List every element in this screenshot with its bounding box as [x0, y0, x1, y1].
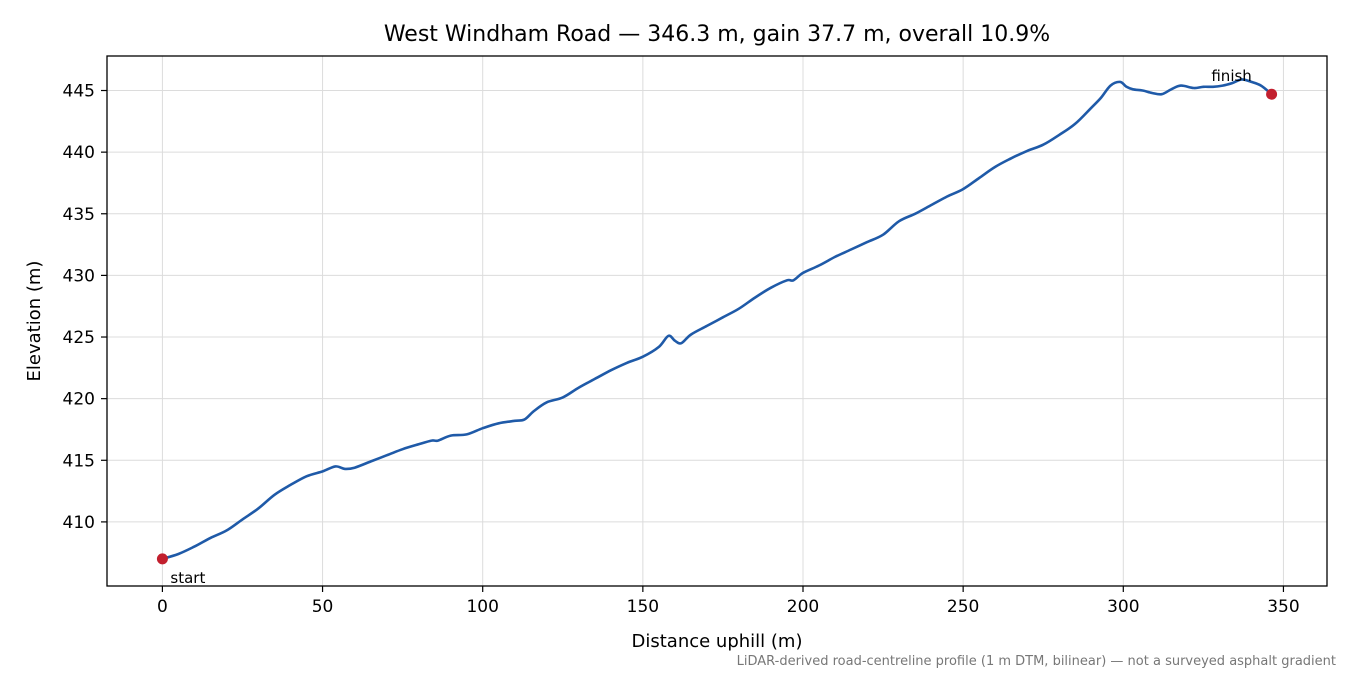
- x-axis: 0 50 100 150 200 250 300 350: [157, 586, 1300, 617]
- y-tick-label: 415: [63, 451, 95, 471]
- x-tick-label: 300: [1107, 597, 1139, 617]
- y-tick-label: 435: [63, 205, 95, 225]
- y-axis: 410 415 420 425 430 435 440 445: [63, 82, 107, 533]
- x-tick-label: 100: [466, 597, 498, 617]
- grid: [107, 56, 1327, 586]
- y-tick-label: 430: [63, 266, 95, 286]
- y-axis-label: Elevation (m): [24, 261, 45, 382]
- x-tick-label: 0: [157, 597, 168, 617]
- start-marker: [156, 553, 168, 565]
- chart-title: West Windham Road — 346.3 m, gain 37.7 m…: [384, 22, 1050, 47]
- x-tick-label: 50: [312, 597, 334, 617]
- plot-area-frame: [106, 55, 1328, 587]
- start-label: start: [170, 569, 205, 587]
- x-tick-label: 350: [1267, 597, 1299, 617]
- y-tick-label: 410: [63, 513, 95, 533]
- elevation-profile-line: [161, 78, 1273, 561]
- finish-marker: [1266, 88, 1278, 100]
- y-tick-label: 445: [63, 82, 95, 102]
- x-tick-label: 150: [627, 597, 659, 617]
- footnote: LiDAR-derived road-centreline profile (1…: [737, 654, 1336, 669]
- x-tick-label: 250: [947, 597, 979, 617]
- y-tick-label: 425: [63, 328, 95, 348]
- y-tick-label: 420: [63, 390, 95, 410]
- x-axis-label: Distance uphill (m): [632, 631, 803, 652]
- x-tick-label: 200: [787, 597, 819, 617]
- y-tick-label: 440: [63, 143, 95, 163]
- finish-label: finish: [1211, 67, 1251, 85]
